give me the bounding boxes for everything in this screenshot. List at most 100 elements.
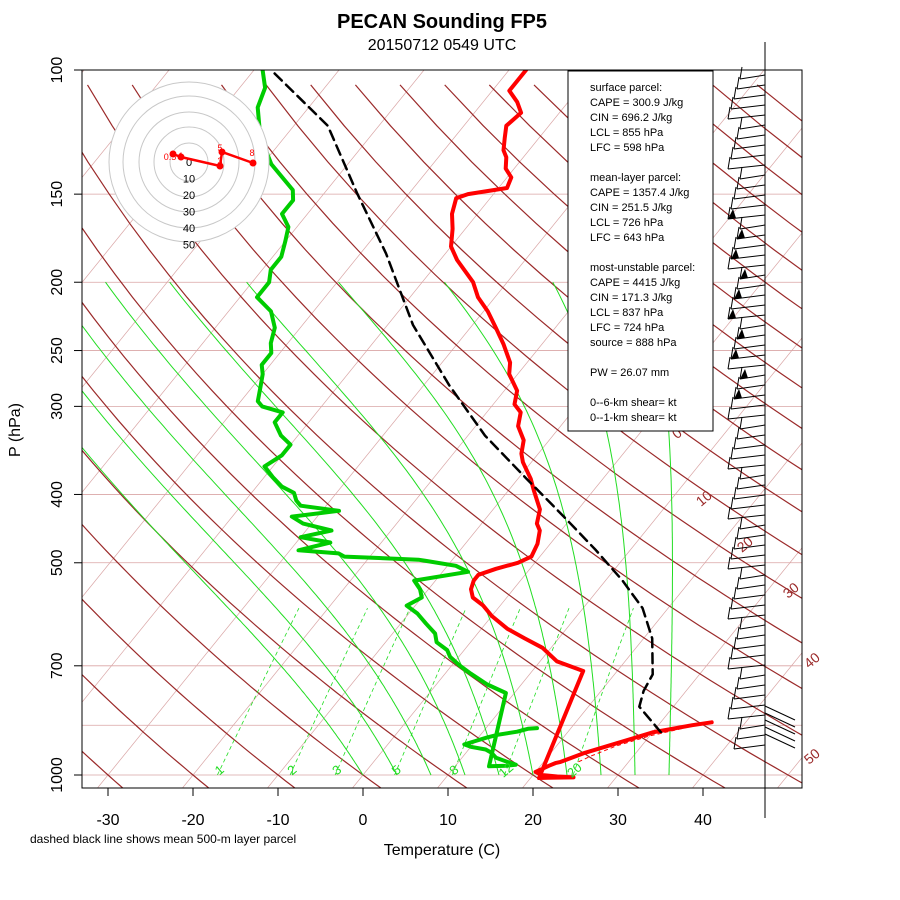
moist-adiabat (82, 324, 432, 776)
wind-barb (739, 74, 766, 80)
wind-barb (764, 719, 796, 735)
info-line: CIN = 696.2 J/kg (590, 112, 672, 124)
wind-barb (736, 584, 766, 590)
y-tick-label: 1000 (49, 757, 66, 793)
hodograph-point-label: 1 (178, 151, 183, 161)
wind-barb-flag (739, 466, 743, 480)
hodograph-point-label: 5 (217, 143, 222, 153)
mixing-ratio-line (451, 608, 521, 776)
wind-barb (739, 674, 766, 680)
wind-barb (733, 644, 766, 650)
wind-barb-flag (733, 586, 737, 600)
wind-barb-flag (727, 156, 731, 170)
wind-barb (764, 705, 796, 721)
wind-barb-flag (727, 606, 731, 620)
wind-barb-pennant (728, 209, 736, 219)
isotherm-line (692, 652, 802, 788)
wind-barb-flag (739, 566, 743, 580)
info-box-frame (567, 70, 714, 432)
wind-barb (727, 364, 766, 370)
wind-barb-flag (736, 576, 740, 590)
mixing-ratio-line (572, 608, 634, 776)
hodograph-ring-label: 40 (183, 223, 195, 235)
sounding-series (255, 70, 714, 780)
info-line: LCL = 837 hPa (590, 307, 664, 319)
info-line: surface parcel: (590, 82, 662, 94)
y-axis-ticks: 100 150 200 250 300 400 500 700 1000 (49, 57, 82, 793)
wind-barb-flag (727, 706, 731, 720)
hodograph-point (216, 162, 224, 170)
wind-barb (733, 144, 766, 150)
wind-barb (739, 724, 766, 730)
wind-barb-flag (727, 256, 731, 270)
wind-barb (739, 524, 766, 530)
wind-barb-flag (739, 616, 743, 630)
wind-barb-flag (736, 276, 740, 290)
wind-barb-flag (733, 486, 737, 500)
hodograph-point-label: 0.5 (164, 152, 177, 162)
wind-barb (733, 194, 766, 200)
wind-barb (730, 304, 766, 310)
wind-barb (727, 614, 766, 620)
wind-barb (739, 474, 766, 480)
info-line: CAPE = 1357.4 J/kg (590, 187, 689, 199)
hodograph-point (249, 159, 257, 167)
dry-adiabat (176, 84, 802, 644)
parcel-profile (269, 70, 663, 734)
info-line: 0--6-km shear= kt (590, 397, 677, 409)
temperature-profile (449, 70, 714, 780)
wind-barb-pennant (731, 349, 739, 359)
wind-barb (730, 554, 766, 560)
wind-barb (736, 634, 766, 640)
wind-barb-flag (739, 266, 743, 280)
mixing-ratio-labels: 1 2 3 5 8 12 20 (212, 760, 585, 781)
mixing-ratio-label: 1 (212, 762, 227, 778)
wind-barb (730, 454, 766, 460)
y-tick-label: 200 (49, 269, 66, 296)
wind-barb (736, 534, 766, 540)
chart-subtitle: 20150712 0549 UTC (368, 37, 517, 54)
wind-barb-flag (736, 326, 740, 340)
hodograph: 0 10 20 30 40 50 0.5 1 3 5 8 (108, 81, 270, 252)
moist-adiabat (82, 446, 364, 776)
chart-title: PECAN Sounding FP5 (337, 11, 547, 33)
isotherm-label: 10 (693, 487, 715, 509)
wind-barb-pennant (731, 249, 739, 259)
wind-barb (727, 564, 766, 570)
wind-barb-flag (739, 116, 743, 130)
wind-barb-pennant (740, 269, 748, 279)
mixing-ratio-line (504, 608, 570, 776)
hodograph-ring-label: 10 (183, 174, 195, 186)
wind-barb-pennant (734, 389, 742, 399)
wind-barb-flag (739, 66, 743, 80)
info-line: LCL = 726 hPa (590, 217, 664, 229)
dry-adiabat (82, 226, 727, 788)
info-line: most-unstable parcel: (590, 262, 695, 274)
hodograph-point (169, 150, 177, 158)
wind-barb-flag (733, 436, 737, 450)
x-axis-ticks: -30 -20 -10 0 10 20 30 40 (96, 788, 712, 829)
x-tick-label: -20 (181, 812, 204, 829)
wind-barb-flag (736, 376, 740, 390)
wind-barb (727, 414, 766, 420)
wind-barb-flag (739, 216, 743, 230)
info-line: 0--1-km shear= kt (590, 412, 677, 424)
hodograph-ring-label: 20 (183, 190, 195, 202)
x-tick-label: -10 (266, 812, 289, 829)
wind-barb (764, 733, 796, 749)
wind-barb-flag (730, 446, 734, 460)
isotherm-label: 40 (801, 649, 823, 671)
x-tick-label: 20 (524, 812, 542, 829)
wind-barb-flag (733, 236, 737, 250)
wind-barb (739, 224, 766, 230)
mixing-ratio-label: 2 (284, 762, 299, 778)
y-tick-label: 150 (49, 181, 66, 208)
dry-adiabat (756, 84, 802, 122)
isotherm-line (522, 442, 802, 788)
wind-barb (727, 664, 766, 670)
moist-adiabat (444, 281, 602, 776)
wind-barb (730, 704, 766, 710)
wind-barb-flag (736, 426, 740, 440)
wind-barb-flag (727, 656, 731, 670)
